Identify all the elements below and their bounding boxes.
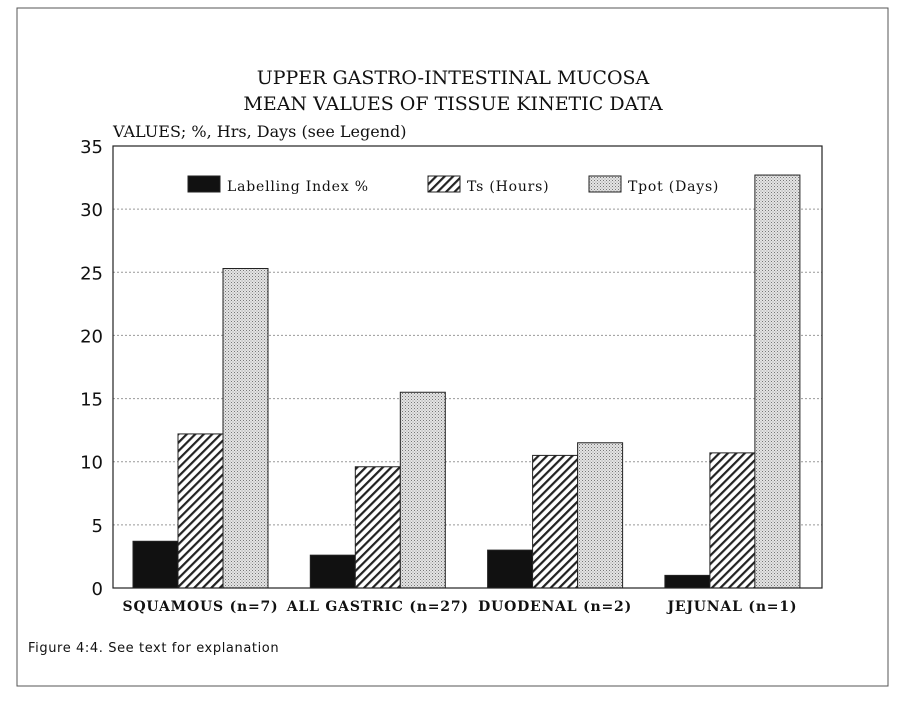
y-tick-label: 25 bbox=[80, 263, 103, 284]
legend-swatch bbox=[588, 175, 622, 193]
x-tick-label: ALL GASTRIC (n=27) bbox=[286, 599, 469, 615]
bar-tpot bbox=[754, 174, 801, 589]
bar-ts bbox=[532, 454, 579, 589]
y-tick-label: 30 bbox=[80, 200, 103, 221]
figure-frame bbox=[16, 7, 889, 687]
y-tick-label: 5 bbox=[92, 516, 103, 537]
legend-label: Ts (Hours) bbox=[467, 179, 549, 195]
bar-labelling bbox=[664, 574, 711, 589]
legend-label: Tpot (Days) bbox=[628, 179, 719, 195]
y-axis-label: VALUES; %, Hrs, Days (see Legend) bbox=[112, 122, 407, 141]
x-tick-label: JEJUNAL (n=1) bbox=[665, 599, 797, 615]
legend-label: Labelling Index % bbox=[227, 179, 369, 195]
legend-swatch bbox=[187, 175, 221, 193]
y-tick-label: 20 bbox=[80, 326, 103, 347]
bar-ts bbox=[354, 466, 401, 589]
x-tick-label: DUODENAL (n=2) bbox=[478, 599, 632, 615]
y-tick-label: 15 bbox=[80, 390, 103, 411]
bar-ts bbox=[177, 433, 224, 589]
plot-area bbox=[112, 145, 823, 589]
bar-labelling bbox=[309, 554, 356, 589]
chart-subtitle: MEAN VALUES OF TISSUE KINETIC DATA bbox=[243, 93, 662, 115]
legend-swatch bbox=[427, 175, 461, 193]
y-tick-label: 0 bbox=[92, 579, 103, 600]
bar-tpot bbox=[577, 442, 624, 589]
bar-labelling bbox=[487, 549, 534, 589]
x-tick-label: SQUAMOUS (n=7) bbox=[123, 599, 279, 615]
bar-labelling bbox=[132, 540, 179, 589]
y-tick-label: 35 bbox=[80, 137, 103, 158]
y-tick-label: 10 bbox=[80, 453, 103, 474]
bar-tpot bbox=[222, 267, 269, 589]
chart-title: UPPER GASTRO-INTESTINAL MUCOSA bbox=[257, 67, 650, 89]
figure-caption: Figure 4:4. See text for explanation bbox=[28, 641, 279, 656]
bar-ts bbox=[709, 452, 756, 589]
bar-tpot bbox=[399, 391, 446, 589]
